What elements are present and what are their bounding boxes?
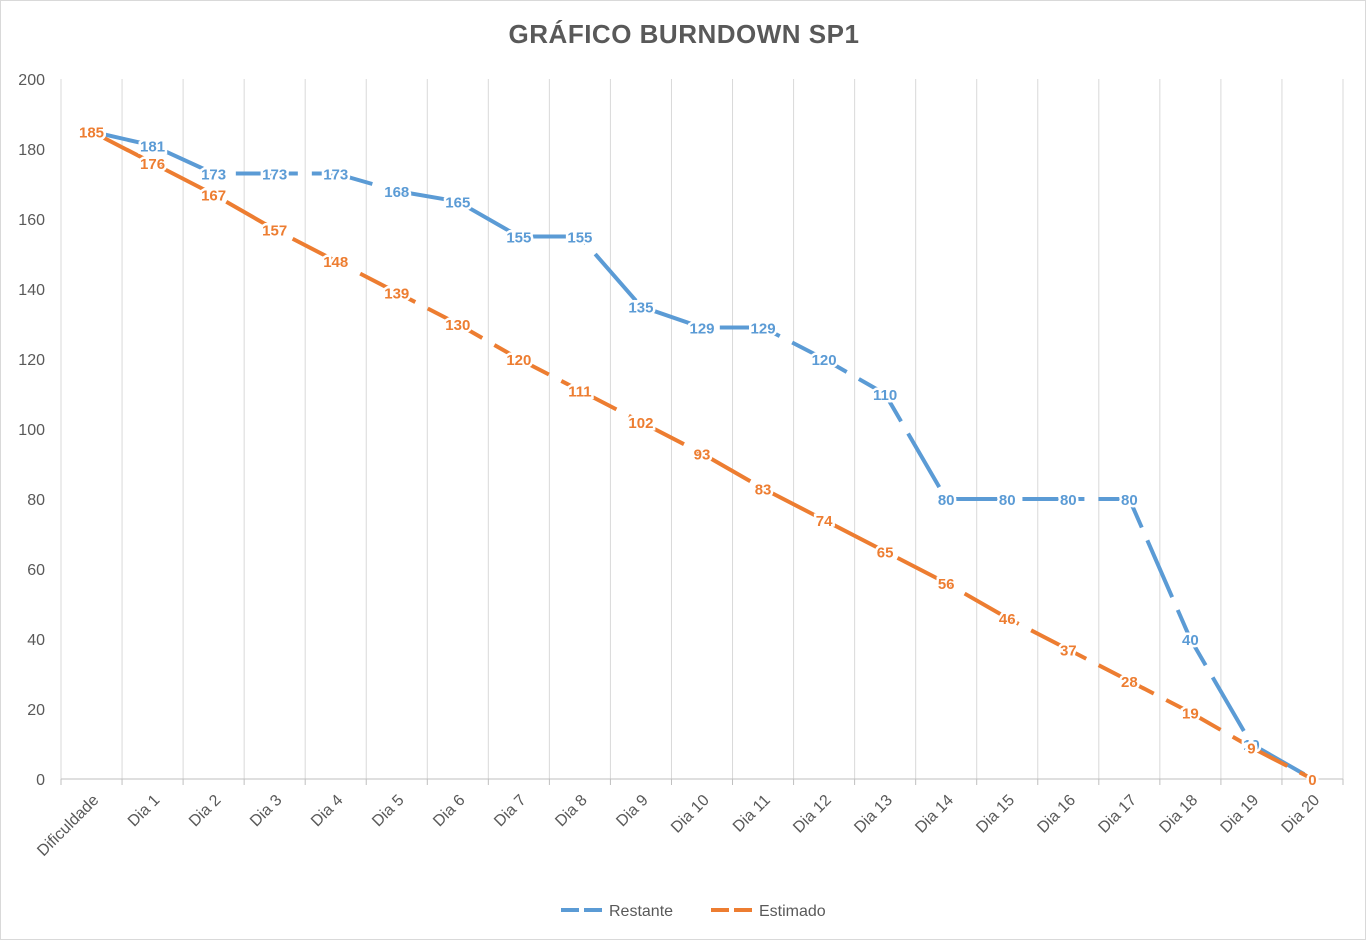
x-tick-label: Dia 13 [851, 792, 896, 837]
data-label-restante: 168 [384, 184, 409, 201]
y-tick-label: 180 [18, 142, 45, 159]
series-line-estimado [90, 129, 1314, 781]
y-tick-label: 200 [18, 72, 45, 89]
data-label-restante: 40 [1182, 632, 1199, 649]
data-label-restante: 80 [938, 492, 955, 509]
data-label-restante: 173 [323, 167, 348, 184]
data-label-restante: 173 [262, 167, 287, 184]
y-tick-label: 120 [18, 352, 45, 369]
x-tick-label: Dia 10 [668, 792, 713, 837]
data-label-restante: 155 [506, 230, 531, 247]
x-tick-label: Dia 9 [613, 792, 652, 831]
x-tick-label: Dia 17 [1095, 792, 1140, 837]
x-tick-label: Dia 12 [790, 792, 835, 837]
data-label-restante: 165 [445, 195, 470, 212]
y-tick-label: 160 [18, 212, 45, 229]
x-tick-label: Dia 7 [491, 792, 530, 831]
data-label-estimado: 19 [1182, 706, 1199, 723]
y-tick-label: 60 [27, 562, 45, 579]
legend-item-restante: Restante [561, 903, 673, 920]
x-tick-label: Dia 6 [430, 792, 469, 831]
x-tick-label: Dia 15 [973, 792, 1018, 837]
x-tick-label: Dia 18 [1156, 792, 1201, 837]
data-label-estimado: 37 [1060, 643, 1077, 660]
data-label-restante: 129 [689, 321, 714, 338]
data-label-estimado: 120 [506, 352, 531, 369]
data-label-restante: 135 [628, 300, 653, 317]
grid-layer [60, 79, 1344, 779]
data-label-estimado: 167 [201, 188, 226, 205]
data-label-layer: 185 181 173 173 173 168 165 155 155 135 129 129 120 1… [77, 122, 1320, 792]
x-tick-label: Dia 2 [186, 792, 225, 831]
data-label-estimado: 157 [262, 223, 287, 240]
data-label-restante: 80 [999, 492, 1016, 509]
y-tick-label: 0 [36, 772, 45, 789]
x-tick-label: Dia 20 [1279, 792, 1324, 837]
x-tick-label: Dia 14 [912, 792, 957, 837]
data-label-restante: 10 [1243, 737, 1260, 754]
data-label-estimado: 185 [79, 125, 104, 142]
x-tick-label: Dia 4 [308, 792, 347, 831]
data-label-restante: 185 [79, 125, 104, 142]
data-label-restante: 181 [140, 139, 165, 156]
data-label-restante: 80 [1060, 492, 1077, 509]
data-label-estimado: 139 [384, 286, 409, 303]
y-tick-label: 20 [27, 702, 45, 719]
data-label-estimado: 46 [999, 611, 1016, 628]
x-tick-label: Dia 19 [1218, 792, 1263, 837]
data-label-restante: 155 [567, 230, 592, 247]
series-line-restante [91, 129, 1314, 781]
data-label-restante: 0 [1308, 772, 1316, 789]
legend-item-estimado: Estimado [711, 903, 826, 920]
data-label-restante: 173 [201, 167, 226, 184]
data-label-estimado: 83 [755, 482, 772, 499]
data-label-estimado: 56 [938, 576, 955, 593]
y-tick-label: 80 [27, 492, 45, 509]
x-tick-label: Dia 11 [730, 792, 774, 836]
x-tick-label: Dia 3 [247, 792, 286, 831]
series-layer [90, 129, 1314, 781]
data-label-restante: 80 [1121, 492, 1138, 509]
x-tick-label: Dificuldade [34, 792, 102, 860]
data-label-estimado: 130 [445, 317, 470, 334]
data-label-estimado: 102 [628, 415, 653, 432]
y-tick-label: 100 [18, 422, 45, 439]
legend: Restante Estimado [561, 903, 826, 920]
data-label-estimado: 93 [694, 447, 711, 464]
data-label-estimado: 111 [568, 384, 591, 401]
y-tick-label: 40 [27, 632, 45, 649]
data-label-restante: 120 [812, 352, 837, 369]
y-tick-label: 140 [18, 282, 45, 299]
data-label-estimado: 0 [1308, 772, 1316, 789]
data-label-restante: 110 [873, 387, 897, 404]
x-tick-label: Dia 1 [125, 792, 164, 831]
x-tick-label: Dia 8 [552, 792, 591, 831]
x-tick-label: Dia 16 [1034, 792, 1079, 837]
data-label-estimado: 28 [1121, 674, 1138, 691]
data-label-estimado: 65 [877, 545, 894, 562]
x-tick-label: Dia 5 [369, 792, 408, 831]
data-label-estimado: 176 [140, 156, 165, 173]
legend-label-estimado: Estimado [759, 903, 826, 920]
chart-title: GRÁFICO BURNDOWN SP1 [508, 19, 860, 49]
data-label-estimado: 74 [816, 513, 833, 530]
data-label-estimado: 9 [1247, 741, 1255, 758]
data-label-estimado: 148 [323, 254, 348, 271]
data-label-restante: 129 [751, 321, 776, 338]
legend-label-restante: Restante [609, 903, 673, 920]
